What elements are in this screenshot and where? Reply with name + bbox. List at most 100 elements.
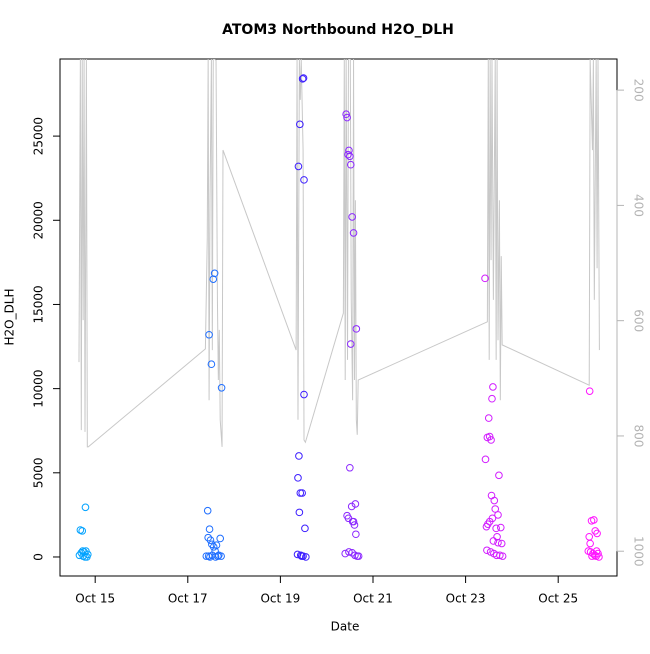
point (343, 113, 351, 122)
y2-tick-label: 400 (632, 194, 646, 217)
point (345, 146, 353, 155)
point (586, 539, 594, 548)
y-tick-label: 20000 (32, 201, 46, 239)
point (350, 521, 359, 529)
point (210, 269, 219, 278)
point (490, 496, 499, 505)
point (481, 274, 489, 283)
point (342, 110, 350, 119)
point (591, 527, 600, 535)
point (204, 533, 212, 542)
point (301, 524, 309, 533)
y-tick-label: 5000 (32, 458, 46, 489)
y-axis-label: H2O_DLH (3, 288, 17, 345)
point (590, 516, 598, 524)
point (593, 529, 601, 538)
y-tick-label: 0 (32, 553, 46, 561)
point (352, 530, 360, 539)
point (483, 433, 492, 442)
point (484, 414, 493, 422)
point (300, 390, 308, 399)
point (208, 540, 216, 549)
point (585, 387, 594, 395)
y2-tick-label: 200 (632, 79, 646, 102)
point (207, 360, 216, 369)
point (481, 455, 490, 464)
point (215, 551, 223, 560)
point (205, 330, 213, 339)
point (298, 75, 307, 83)
y-tick-label: 25000 (32, 117, 46, 155)
point (206, 536, 215, 544)
x-tick-label: Oct 19 (260, 592, 300, 606)
point (346, 340, 355, 348)
point (294, 474, 302, 482)
point (493, 532, 501, 541)
point (294, 162, 303, 171)
point (344, 150, 352, 159)
point (488, 394, 496, 403)
y2-tick-label: 1000 (632, 536, 646, 567)
point (496, 523, 505, 532)
point (81, 503, 90, 512)
point (494, 538, 502, 547)
point (78, 527, 87, 535)
plot-box (59, 58, 618, 577)
point (592, 552, 600, 560)
point (348, 213, 356, 221)
point (296, 120, 304, 129)
x-tick-label: Oct 23 (446, 592, 486, 606)
point (293, 550, 302, 559)
x-tick-label: Oct 25 (538, 592, 578, 606)
point (495, 471, 503, 480)
point (346, 463, 354, 472)
point (585, 532, 594, 541)
chart-title: ATOM3 Northbound H2O_DLH (222, 22, 454, 38)
data-layer (75, 59, 603, 561)
point (489, 537, 498, 545)
point (295, 508, 304, 517)
point (497, 539, 506, 548)
x-tick-label: Oct 17 (168, 592, 208, 606)
y-tick-label: 10000 (32, 370, 46, 408)
point (297, 552, 306, 560)
point (300, 176, 308, 184)
y2-tick-label: 600 (632, 309, 646, 332)
point (212, 541, 221, 549)
point (487, 491, 496, 500)
point (492, 524, 500, 533)
point (489, 383, 497, 391)
x-axis-label: Date (331, 620, 360, 634)
y2-tick-label: 800 (632, 424, 646, 447)
point (298, 489, 306, 497)
point (205, 525, 214, 533)
line (78, 59, 600, 448)
point (352, 325, 361, 333)
point (295, 452, 303, 460)
point (494, 511, 502, 519)
y-tick-label: 15000 (32, 285, 46, 323)
x-tick-label: Oct 15 (75, 592, 115, 606)
point (216, 534, 225, 543)
point (488, 514, 497, 523)
point (302, 553, 310, 561)
point (482, 522, 491, 531)
point (217, 383, 226, 392)
x-tick-label: Oct 21 (353, 592, 393, 606)
point (203, 506, 212, 515)
point (346, 160, 355, 169)
point (345, 548, 353, 556)
point (349, 229, 358, 237)
point (351, 500, 360, 508)
point (214, 552, 222, 560)
point (492, 551, 501, 560)
point (202, 552, 211, 560)
point (206, 553, 214, 561)
point (349, 517, 358, 526)
point (483, 546, 491, 555)
point (346, 152, 354, 161)
point (299, 74, 308, 82)
point (498, 552, 507, 560)
point (78, 547, 87, 555)
